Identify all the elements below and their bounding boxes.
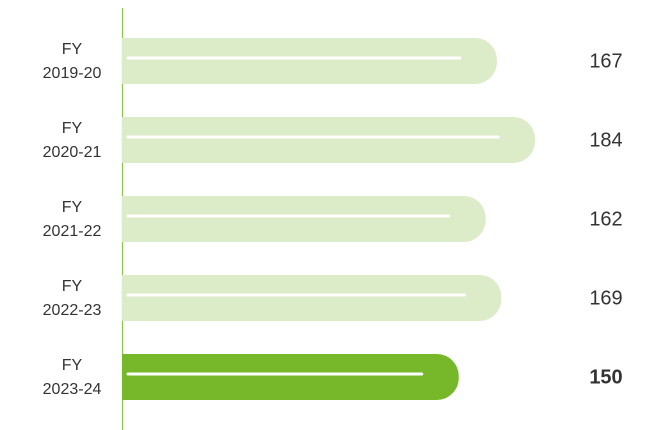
value-label: 162 xyxy=(589,208,622,230)
category-label: FY 2019-20 xyxy=(43,41,102,82)
category-label: FY 2020-21 xyxy=(43,120,102,161)
bar xyxy=(122,354,459,400)
value-label: 150 xyxy=(589,366,622,388)
value-label: 167 xyxy=(589,50,622,72)
value-label: 184 xyxy=(589,129,622,151)
category-label: FY 2021-22 xyxy=(43,199,102,240)
category-label: FY 2023-24 xyxy=(43,357,102,398)
bar xyxy=(122,275,502,321)
category-label: FY 2022-23 xyxy=(43,278,102,319)
value-label: 169 xyxy=(589,287,622,309)
bar xyxy=(122,38,497,84)
bar xyxy=(122,117,536,163)
bar xyxy=(122,196,486,242)
